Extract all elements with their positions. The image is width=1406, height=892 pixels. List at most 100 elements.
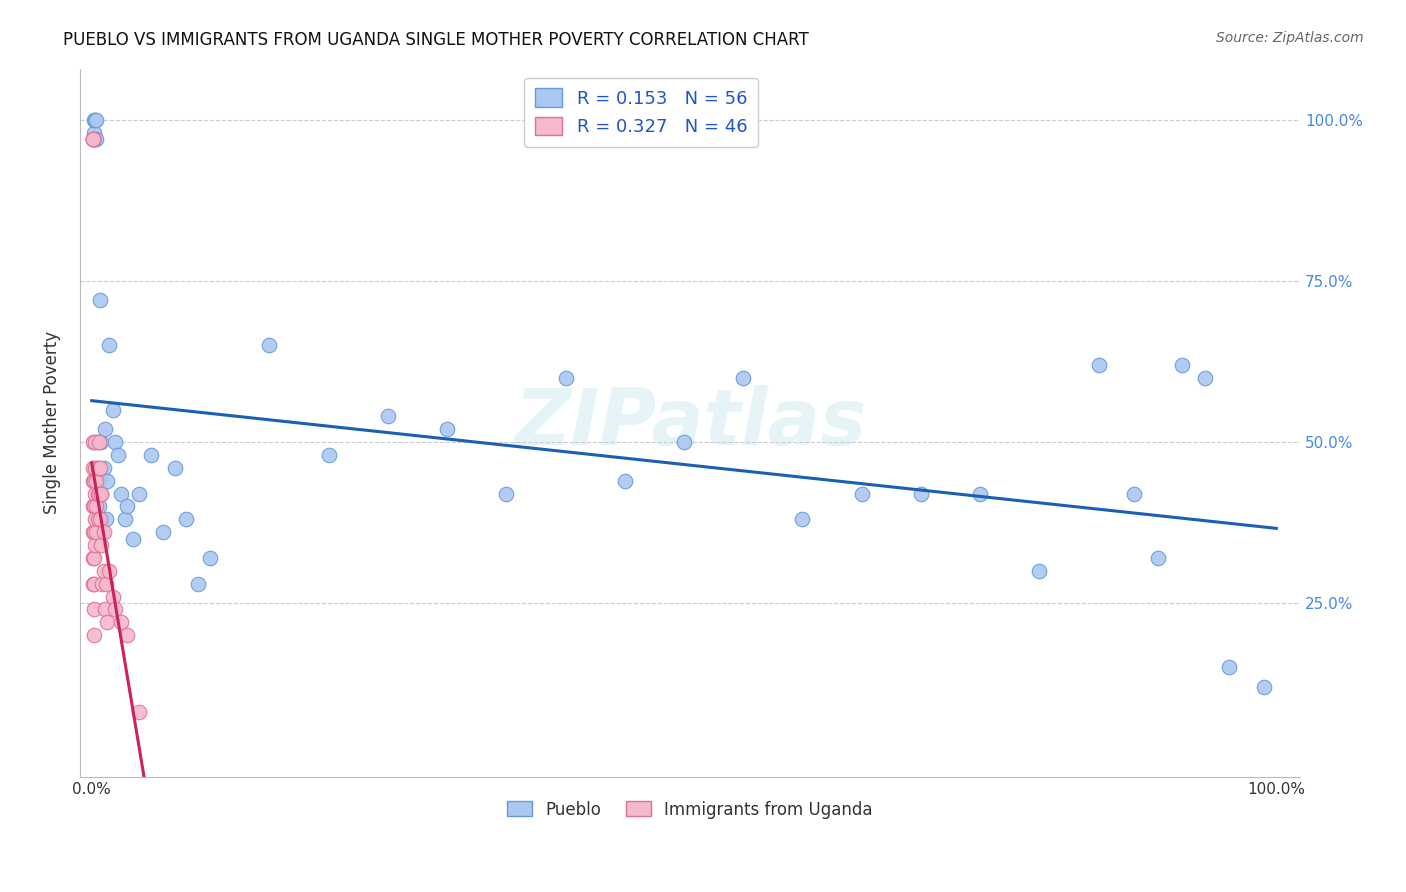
- Point: [83, 474, 105, 488]
- Point: [1170, 358, 1192, 372]
- Point: [910, 486, 932, 500]
- Point: [673, 435, 696, 450]
- Point: [84, 486, 107, 500]
- Point: [101, 590, 124, 604]
- Point: [128, 486, 150, 500]
- Point: [93, 460, 115, 475]
- Point: [792, 512, 814, 526]
- Point: [139, 448, 162, 462]
- Point: [83, 126, 105, 140]
- Y-axis label: Single Mother Poverty: Single Mother Poverty: [44, 331, 60, 515]
- Point: [98, 564, 121, 578]
- Point: [613, 474, 636, 488]
- Point: [104, 435, 127, 450]
- Legend: Pueblo, Immigrants from Uganda: Pueblo, Immigrants from Uganda: [501, 794, 880, 825]
- Point: [87, 500, 110, 514]
- Point: [101, 402, 124, 417]
- Point: [851, 486, 873, 500]
- Point: [117, 500, 139, 514]
- Point: [96, 474, 118, 488]
- Point: [94, 512, 117, 526]
- Point: [122, 532, 145, 546]
- Point: [1087, 358, 1109, 372]
- Point: [84, 113, 107, 128]
- Point: [1028, 564, 1050, 578]
- Point: [93, 525, 115, 540]
- Point: [84, 132, 107, 146]
- Point: [89, 512, 111, 526]
- Point: [82, 500, 104, 514]
- Point: [82, 550, 104, 565]
- Point: [94, 576, 117, 591]
- Point: [114, 512, 136, 526]
- Text: Source: ZipAtlas.com: Source: ZipAtlas.com: [1216, 31, 1364, 45]
- Point: [86, 474, 108, 488]
- Point: [86, 525, 108, 540]
- Point: [163, 460, 186, 475]
- Point: [86, 113, 108, 128]
- Point: [82, 525, 104, 540]
- Point: [82, 132, 104, 146]
- Point: [83, 113, 105, 128]
- Point: [84, 460, 107, 475]
- Text: ZIPatlas: ZIPatlas: [513, 384, 866, 460]
- Point: [90, 435, 112, 450]
- Point: [86, 460, 108, 475]
- Point: [91, 525, 114, 540]
- Point: [87, 486, 110, 500]
- Point: [554, 370, 576, 384]
- Point: [83, 628, 105, 642]
- Text: PUEBLO VS IMMIGRANTS FROM UGANDA SINGLE MOTHER POVERTY CORRELATION CHART: PUEBLO VS IMMIGRANTS FROM UGANDA SINGLE …: [63, 31, 808, 49]
- Point: [104, 602, 127, 616]
- Point: [91, 576, 114, 591]
- Point: [128, 706, 150, 720]
- Point: [86, 435, 108, 450]
- Point: [83, 550, 105, 565]
- Point: [83, 576, 105, 591]
- Point: [436, 422, 458, 436]
- Point: [82, 132, 104, 146]
- Point: [89, 293, 111, 308]
- Point: [117, 628, 139, 642]
- Point: [82, 132, 104, 146]
- Point: [93, 422, 115, 436]
- Point: [86, 500, 108, 514]
- Point: [83, 602, 105, 616]
- Point: [82, 132, 104, 146]
- Point: [87, 435, 110, 450]
- Point: [110, 615, 132, 630]
- Point: [969, 486, 991, 500]
- Point: [82, 460, 104, 475]
- Point: [110, 486, 132, 500]
- Point: [1253, 680, 1275, 694]
- Point: [84, 435, 107, 450]
- Point: [93, 602, 115, 616]
- Point: [90, 486, 112, 500]
- Point: [96, 615, 118, 630]
- Point: [1147, 550, 1170, 565]
- Point: [152, 525, 174, 540]
- Point: [82, 474, 104, 488]
- Point: [377, 409, 399, 424]
- Point: [733, 370, 755, 384]
- Point: [86, 512, 108, 526]
- Point: [89, 460, 111, 475]
- Point: [83, 525, 105, 540]
- Point: [318, 448, 340, 462]
- Point: [82, 576, 104, 591]
- Point: [198, 550, 221, 565]
- Point: [176, 512, 198, 526]
- Point: [83, 500, 105, 514]
- Point: [107, 448, 129, 462]
- Point: [259, 338, 281, 352]
- Point: [93, 564, 115, 578]
- Point: [187, 576, 209, 591]
- Point: [86, 460, 108, 475]
- Point: [98, 338, 121, 352]
- Point: [86, 132, 108, 146]
- Point: [87, 474, 110, 488]
- Point: [84, 538, 107, 552]
- Point: [90, 486, 112, 500]
- Point: [495, 486, 517, 500]
- Point: [84, 512, 107, 526]
